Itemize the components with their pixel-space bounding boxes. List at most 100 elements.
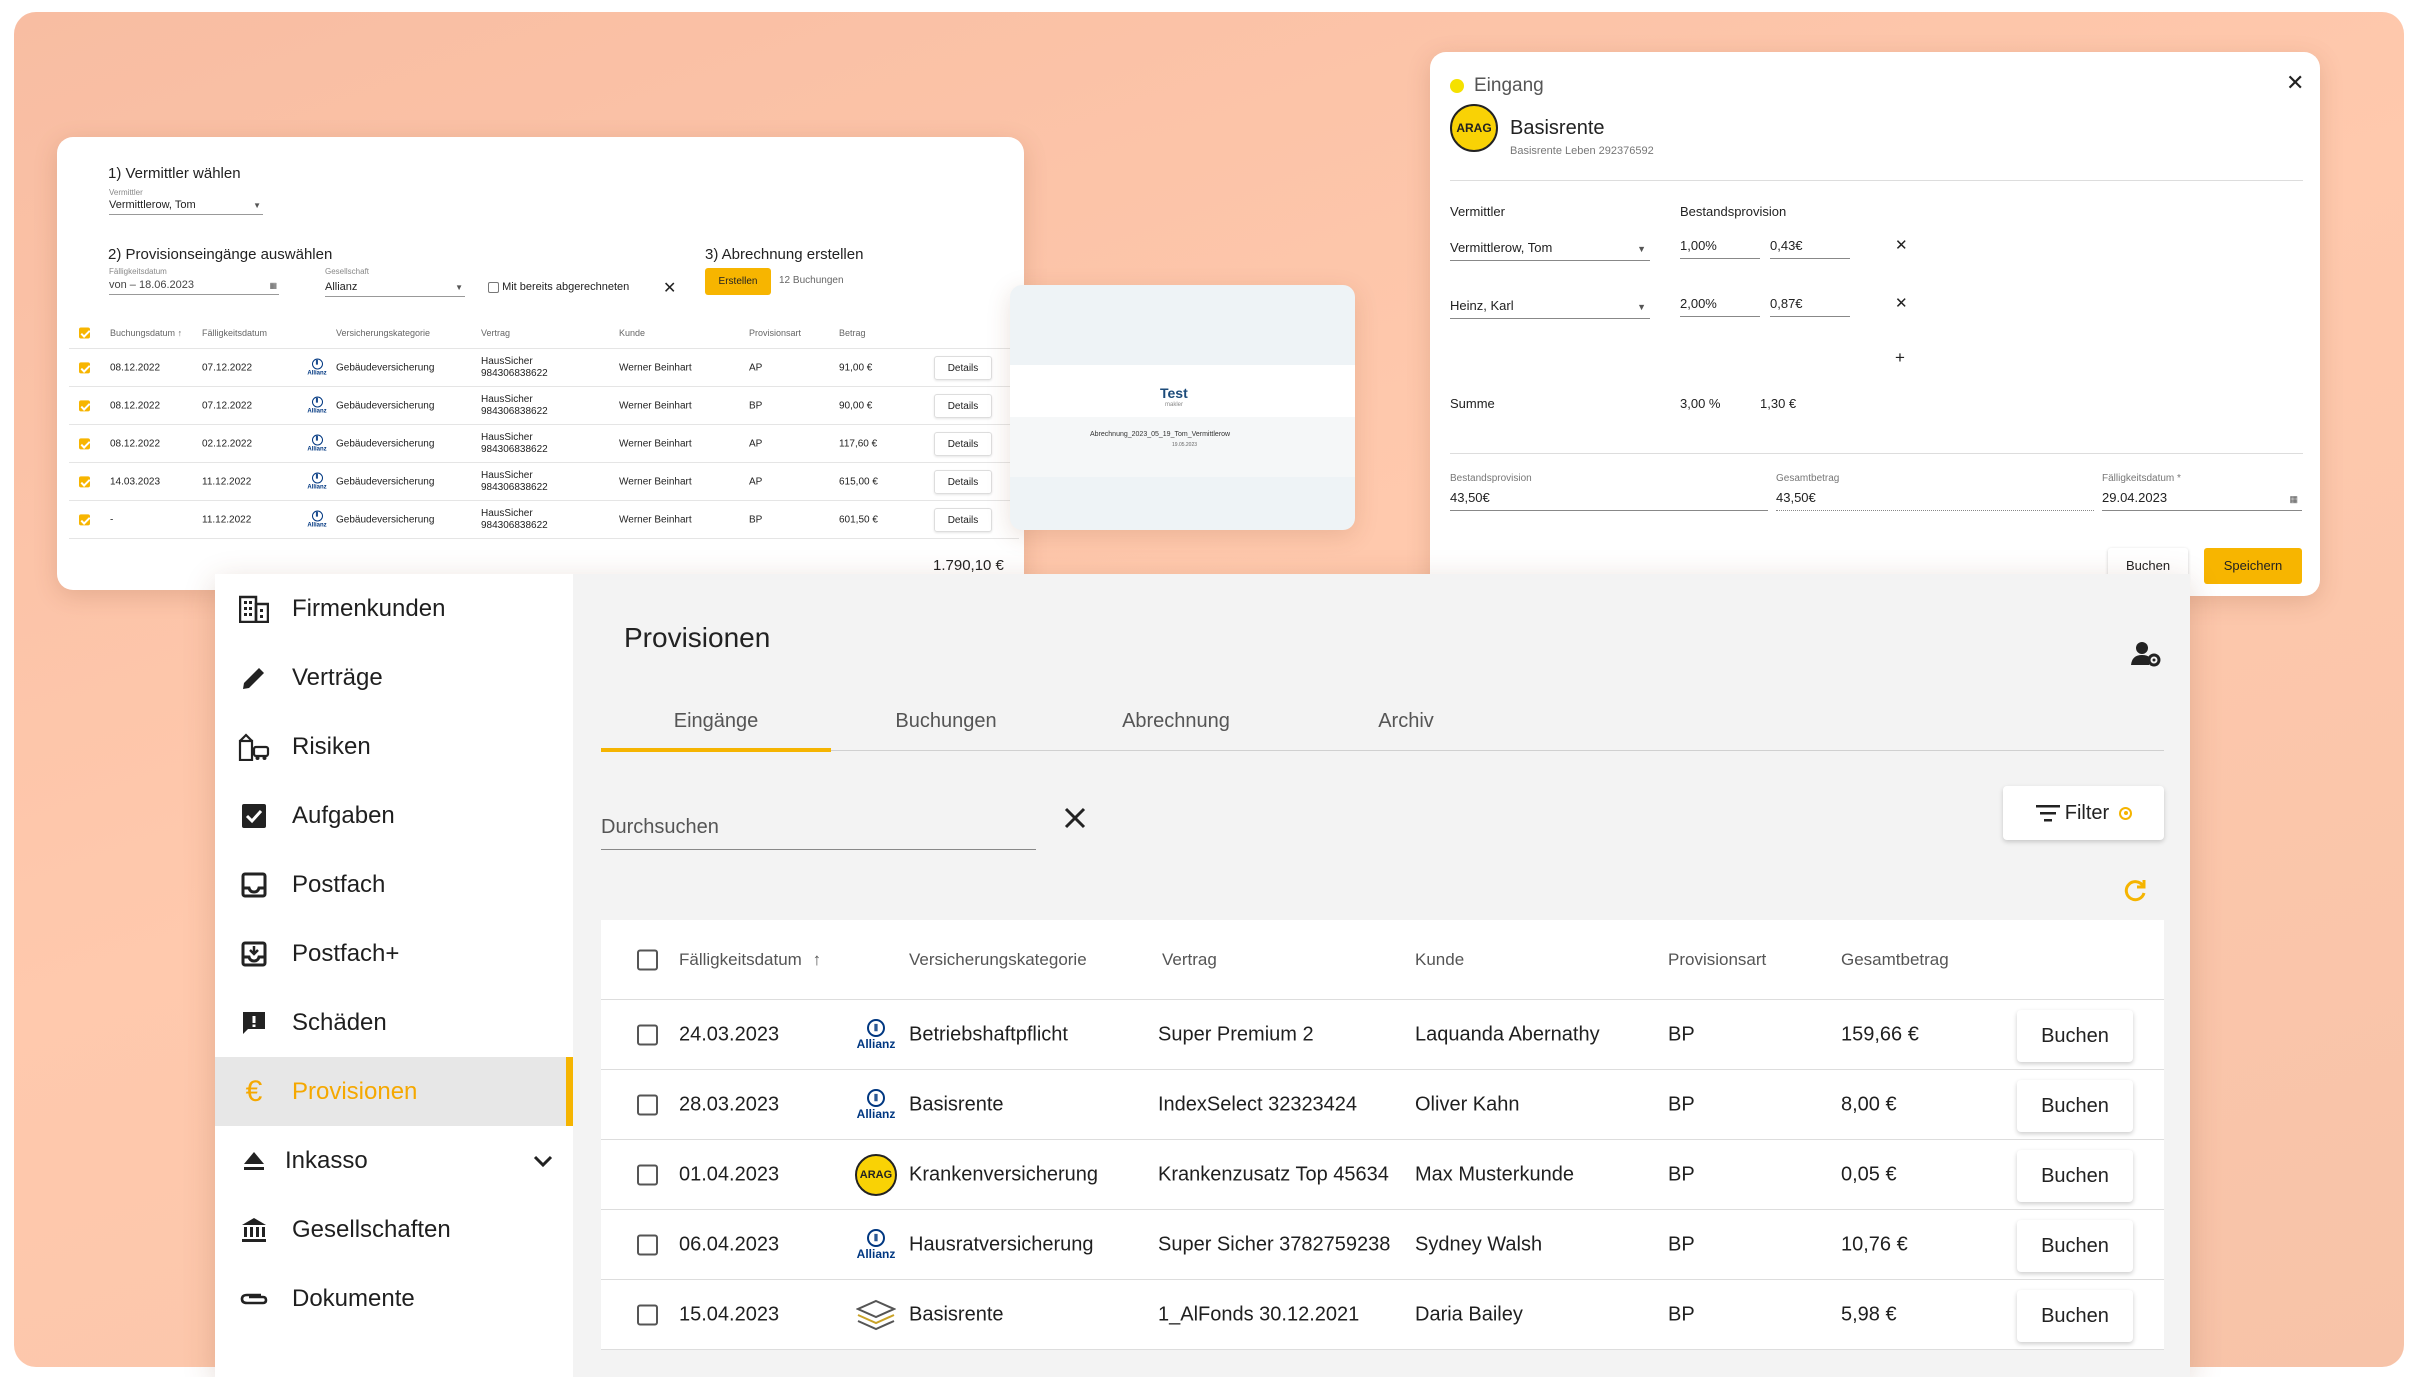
row-checkbox[interactable]	[637, 1304, 658, 1325]
row-checkbox[interactable]	[79, 399, 90, 411]
row-checkbox[interactable]	[79, 437, 90, 449]
row-checkbox[interactable]	[79, 513, 90, 525]
table-row[interactable]: 08.12.2022 07.12.2022 ⦀ Allianz Gebäudeversi…	[69, 387, 1019, 425]
table-row[interactable]: 15.04.2023 Basisrente 1_AlFonds 30.12.2021…	[601, 1280, 2164, 1350]
cell-kunde: Oliver Kahn	[1415, 1093, 1520, 1115]
cell-faelligkeitsdatum: 11.12.2022	[202, 476, 252, 487]
table-row[interactable]: 08.12.2022 07.12.2022 ⦀ Allianz Gebäudeversi…	[69, 349, 1019, 387]
gesellschaft-select[interactable]: Allianz ▼	[325, 281, 465, 297]
erstellen-button[interactable]: Erstellen	[705, 268, 771, 295]
speichern-button[interactable]: Speichern	[2204, 548, 2302, 584]
vermittler-select-1[interactable]: Vermittlerow, Tom ▼	[1450, 240, 1650, 261]
select-all-checkbox[interactable]	[79, 327, 90, 339]
pdf-preview-card[interactable]: Test makler Abrechnung_2023_05_19_Tom_Ve…	[1010, 285, 1355, 530]
table-row[interactable]: 28.03.2023 ⦀ Allianz Basisrente IndexSelect …	[601, 1070, 2164, 1140]
cell-provisionsart: BP	[1668, 1023, 1695, 1045]
vermittler-label: Vermittler	[109, 188, 143, 197]
bestand-input[interactable]: 43,50€	[1450, 490, 1768, 511]
table-row[interactable]: 14.03.2023 11.12.2022 ⦀ Allianz Gebäudeversi…	[69, 463, 1019, 501]
cell-faelligkeitsdatum: 07.12.2022	[202, 362, 253, 373]
cell-gesamtbetrag: 5,98 €	[1841, 1303, 1897, 1325]
amount-input-1[interactable]: 0,43€	[1770, 238, 1850, 259]
mit-abgerechneten-checkbox[interactable]: Mit bereits abgerechneten	[488, 281, 629, 293]
buchen-button[interactable]: Buchen	[2017, 1080, 2133, 1132]
tab-archiv[interactable]: Archiv	[1378, 710, 1434, 732]
details-button[interactable]: Details	[934, 508, 992, 532]
sidebar-item-dokumente[interactable]: Dokumente	[215, 1264, 573, 1333]
summe-label: Summe	[1450, 396, 1495, 411]
table-row[interactable]: 08.12.2022 02.12.2022 ⦀ Allianz Gebäudeversi…	[69, 425, 1019, 463]
remove-icon[interactable]: ✕	[1895, 237, 1908, 254]
sidebar-item-schaeden[interactable]: Schäden	[215, 988, 573, 1057]
details-button[interactable]: Details	[934, 356, 992, 380]
calendar-icon: ▦	[269, 281, 277, 290]
pencil-icon	[237, 661, 271, 695]
amount-input-2[interactable]: 0,87€	[1770, 296, 1850, 317]
sidebar-item-vertraege[interactable]: Verträge	[215, 643, 573, 712]
sidebar-item-firmenkunden[interactable]: Firmenkunden	[215, 574, 573, 643]
user-settings-icon[interactable]	[2131, 640, 2161, 673]
remove-icon[interactable]: ✕	[1895, 295, 1908, 312]
vermittler-select[interactable]: Vermittlerow, Tom ▼	[109, 199, 263, 215]
row-checkbox[interactable]	[637, 1164, 658, 1185]
filter-button[interactable]: Filter	[2003, 786, 2164, 840]
cell-kunde: Werner Beinhart	[619, 400, 692, 411]
close-icon[interactable]: ✕	[663, 280, 677, 297]
search-input[interactable]: Durchsuchen	[601, 804, 1036, 850]
faelligkeit-field[interactable]: von – 18.06.2023 ▦	[109, 279, 279, 295]
table-row[interactable]: 24.03.2023 ⦀ Allianz Betriebshaftpflicht Sup…	[601, 1000, 2164, 1070]
close-icon[interactable]: ✕	[2286, 70, 2305, 95]
buchen-button[interactable]: Buchen	[2017, 1290, 2133, 1342]
vermittler-select-2[interactable]: Heinz, Karl ▼	[1450, 298, 1650, 319]
col-faelligkeitsdatum[interactable]: Fälligkeitsdatum ↑	[679, 949, 822, 969]
sidebar-item-postfach[interactable]: Postfach	[215, 850, 573, 919]
buchen-button[interactable]: Buchen	[2017, 1220, 2133, 1272]
buchen-button[interactable]: Buchen	[2017, 1150, 2133, 1202]
sidebar-item-provisionen[interactable]: € Provisionen	[215, 1057, 573, 1126]
row-checkbox[interactable]	[637, 1234, 658, 1255]
risk-icon	[237, 730, 271, 764]
gesamt-input[interactable]: 43,50€	[1776, 490, 2094, 511]
buchen-button[interactable]: Buchen	[2017, 1010, 2133, 1062]
refresh-icon[interactable]	[2122, 878, 2148, 909]
faellig-input[interactable]: 29.04.2023 ▦	[2102, 490, 2302, 511]
details-button[interactable]: Details	[934, 394, 992, 418]
add-icon[interactable]: +	[1895, 348, 1905, 367]
chevron-down-icon[interactable]	[533, 1147, 553, 1175]
cell-kunde: Laquanda Abernathy	[1415, 1023, 1600, 1045]
allianz-logo: ⦀ Allianz	[307, 396, 327, 414]
allianz-logo: ⦀ Allianz	[854, 1013, 898, 1057]
sidebar-item-risiken[interactable]: Risiken	[215, 712, 573, 781]
preview-header: Test makler	[1010, 365, 1355, 417]
sidebar-item-gesellschaften[interactable]: Gesellschaften	[215, 1195, 573, 1264]
row-checkbox[interactable]	[79, 475, 90, 487]
select-all-checkbox[interactable]	[637, 949, 658, 970]
cell-kategorie: Gebäudeversicherung	[336, 514, 435, 525]
cell-vertrag: HausSicher 984306838622	[481, 355, 548, 379]
table-row[interactable]: 01.04.2023 ARAG Krankenversicherung Kranken…	[601, 1140, 2164, 1210]
clear-search-icon[interactable]	[1063, 806, 1087, 835]
gesellschaft-value: Allianz	[325, 281, 358, 293]
row-checkbox[interactable]	[79, 361, 90, 373]
col-versicherungskategorie: Versicherungskategorie	[909, 949, 1087, 969]
details-button[interactable]: Details	[934, 470, 992, 494]
cell-faelligkeitsdatum: 24.03.2023	[679, 1023, 780, 1045]
row-checkbox[interactable]	[637, 1094, 658, 1115]
table-row[interactable]: - 11.12.2022 ⦀ Allianz Gebäudeversicherung Ha…	[69, 501, 1019, 539]
percent-input-1[interactable]: 1,00%	[1680, 238, 1760, 259]
tab-buchungen[interactable]: Buchungen	[895, 710, 997, 732]
sidebar-item-inkasso[interactable]: Inkasso	[215, 1126, 573, 1195]
col-buchungsdatum[interactable]: Buchungsdatum ↑	[110, 327, 183, 338]
details-button[interactable]: Details	[934, 432, 992, 456]
sidebar-item-aufgaben[interactable]: Aufgaben	[215, 781, 573, 850]
table-row[interactable]: 06.04.2023 ⦀ Allianz Hausratversicherung Sup…	[601, 1210, 2164, 1280]
tab-eingaenge[interactable]: Eingänge	[673, 710, 759, 732]
row-checkbox[interactable]	[637, 1024, 658, 1045]
sidebar: Firmenkunden Verträge Risiken Aufgaben P…	[215, 574, 573, 1377]
cell-buchungsdatum: 08.12.2022	[110, 400, 161, 411]
percent-input-2[interactable]: 2,00%	[1680, 296, 1760, 317]
sidebar-item-postfach-plus[interactable]: Postfach+	[215, 919, 573, 988]
cell-faelligkeitsdatum: 01.04.2023	[679, 1163, 780, 1185]
tab-abrechnung[interactable]: Abrechnung	[1122, 710, 1230, 732]
step2-title: 2) Provisionseingänge auswählen	[108, 246, 333, 263]
